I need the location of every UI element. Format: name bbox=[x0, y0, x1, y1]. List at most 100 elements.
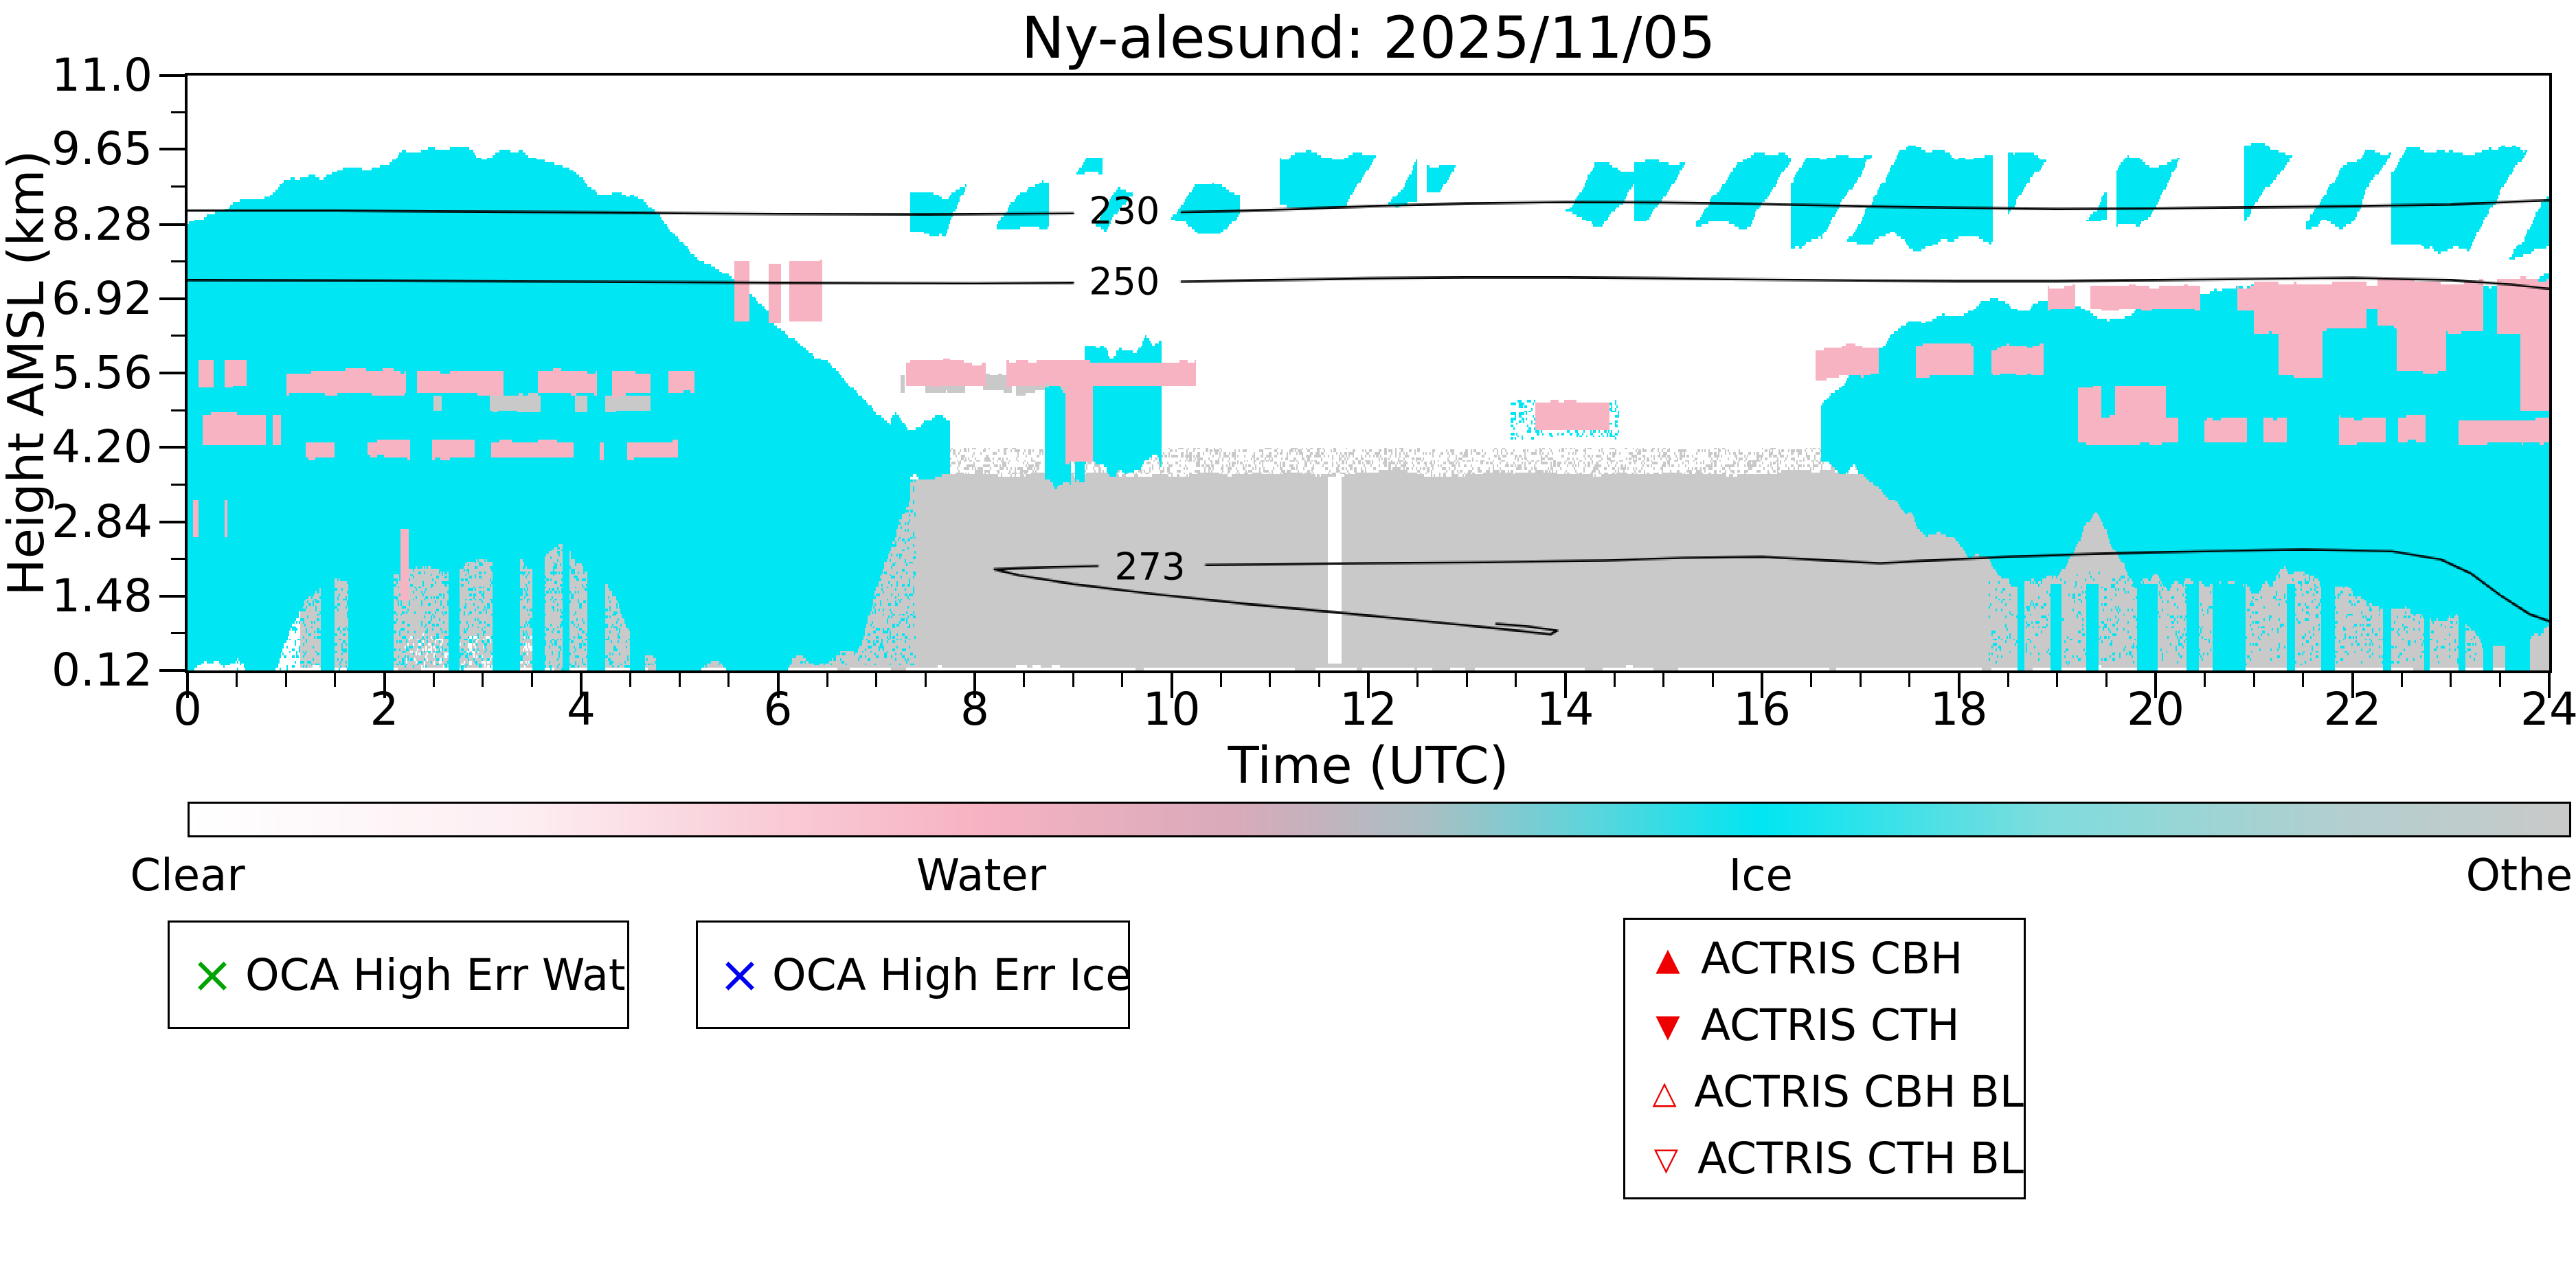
x-tick-label: 10 bbox=[1142, 683, 1201, 736]
x-tick-label: 8 bbox=[960, 683, 989, 736]
x-minor-tick bbox=[1613, 673, 1616, 687]
x-minor-tick bbox=[826, 673, 828, 687]
y-tick-label: 9.65 bbox=[52, 122, 152, 176]
legend-label: ACTRIS CTH BL bbox=[1697, 1133, 2024, 1184]
y-tick bbox=[159, 372, 185, 374]
plot-area: 230 250 273 bbox=[185, 73, 2552, 673]
triangle-marker-icon: ▲ bbox=[1656, 940, 1680, 978]
cloud-phase-field-canvas bbox=[188, 76, 2549, 670]
x-minor-tick bbox=[2302, 673, 2305, 687]
x-tick bbox=[1761, 673, 1763, 698]
x-minor-tick bbox=[482, 673, 484, 687]
contour-label: 250 bbox=[1089, 260, 1160, 304]
legend-item: ▽ ACTRIS CTH BL bbox=[1646, 1133, 2024, 1184]
x-tick bbox=[776, 673, 780, 698]
legend-actris: ▲ ACTRIS CBH ▼ ACTRIS CTH △ ACTRIS CBH BL ▽ ACT… bbox=[1623, 918, 2026, 1199]
x-tick-label: 14 bbox=[1536, 683, 1594, 736]
legend-item: × OCA High Err Wat bbox=[190, 949, 627, 1000]
x-minor-tick bbox=[1662, 673, 1665, 687]
x-minor-tick bbox=[1023, 673, 1026, 687]
legend-label: ACTRIS CTH bbox=[1701, 1000, 1960, 1050]
x-marker-icon: × bbox=[719, 945, 762, 1004]
colorbar-label: Other bbox=[2465, 850, 2576, 901]
triangle-marker-icon: ▼ bbox=[1656, 1006, 1680, 1044]
x-tick-label: 6 bbox=[763, 683, 793, 736]
colorbar-label: Water bbox=[916, 850, 1047, 901]
x-minor-tick bbox=[1908, 673, 1911, 687]
legend-oca-high-err-wat: × OCA High Err Wat bbox=[168, 920, 629, 1029]
x-minor-tick bbox=[1711, 673, 1714, 687]
x-minor-tick bbox=[924, 673, 927, 687]
x-tick bbox=[2351, 673, 2354, 698]
x-minor-tick bbox=[2400, 673, 2403, 687]
legend-label: ACTRIS CBH BL bbox=[1694, 1067, 2024, 1117]
y-tick-label: 2.84 bbox=[52, 495, 152, 548]
y-tick-label: 11.0 bbox=[52, 49, 152, 102]
y-tick-label: 0.12 bbox=[52, 644, 152, 697]
x-minor-tick bbox=[236, 673, 238, 687]
x-minor-tick bbox=[334, 673, 337, 687]
x-minor-tick bbox=[1072, 673, 1074, 687]
x-tick-label: 16 bbox=[1733, 683, 1791, 736]
x-minor-tick bbox=[1269, 673, 1272, 687]
x-minor-tick bbox=[1859, 673, 1862, 687]
x-minor-tick bbox=[2252, 673, 2255, 687]
x-minor-tick bbox=[875, 673, 878, 687]
x-tick-label: 20 bbox=[2127, 683, 2184, 736]
x-minor-tick bbox=[2056, 673, 2059, 687]
colorbar bbox=[188, 802, 2571, 837]
x-tick-label: 12 bbox=[1340, 683, 1397, 736]
legend-label: ACTRIS CBH bbox=[1701, 934, 1963, 984]
y-minor-tick bbox=[171, 185, 185, 188]
colorbar-label: Clear bbox=[130, 850, 245, 901]
x-tick bbox=[1170, 673, 1173, 698]
legend-item: ▲ ACTRIS CBH bbox=[1646, 934, 2024, 984]
x-tick bbox=[973, 673, 976, 698]
x-minor-tick bbox=[432, 673, 435, 687]
x-minor-tick bbox=[2007, 673, 2009, 687]
contour-label: 230 bbox=[1089, 189, 1160, 233]
triangle-marker-icon: ▽ bbox=[1653, 1140, 1679, 1177]
x-tick-label: 24 bbox=[2520, 683, 2576, 736]
x-minor-tick bbox=[1219, 673, 1222, 687]
x-tick bbox=[383, 673, 386, 698]
x-tick bbox=[186, 673, 189, 698]
legend-item: ▼ ACTRIS CTH bbox=[1646, 1000, 2024, 1050]
contour-label: 273 bbox=[1114, 545, 1186, 589]
x-tick-label: 4 bbox=[567, 683, 596, 736]
x-tick-label: 0 bbox=[173, 683, 202, 736]
x-minor-tick bbox=[2450, 673, 2452, 687]
x-tick bbox=[1957, 673, 1961, 698]
x-tick bbox=[1563, 673, 1567, 698]
y-tick bbox=[159, 520, 185, 523]
y-tick bbox=[159, 594, 185, 598]
legend-label: OCA High Err Ice bbox=[772, 949, 1133, 1000]
x-minor-tick bbox=[1465, 673, 1468, 687]
y-minor-tick bbox=[171, 558, 185, 561]
y-tick-label: 1.48 bbox=[52, 569, 152, 622]
y-tick bbox=[159, 446, 185, 449]
y-minor-tick bbox=[171, 632, 185, 635]
x-minor-tick bbox=[727, 673, 730, 687]
y-tick bbox=[159, 297, 185, 300]
legend-label: OCA High Err Wat bbox=[245, 949, 626, 1000]
x-minor-tick bbox=[1318, 673, 1320, 687]
legend-item: × OCA High Err Ice bbox=[719, 945, 1132, 1004]
y-tick bbox=[159, 74, 185, 77]
colorbar-label: Ice bbox=[1728, 850, 1793, 901]
x-minor-tick bbox=[530, 673, 533, 687]
legend-oca-high-err-ice: × OCA High Err Ice bbox=[696, 920, 1132, 1029]
x-minor-tick bbox=[1515, 673, 1517, 687]
chart-title: Ny-alesund: 2025/11/05 bbox=[1021, 4, 1716, 71]
x-minor-tick bbox=[629, 673, 632, 687]
x-tick bbox=[2154, 673, 2157, 698]
triangle-marker-icon: △ bbox=[1652, 1073, 1677, 1111]
x-tick-label: 18 bbox=[1930, 683, 1988, 736]
y-minor-tick bbox=[171, 409, 185, 411]
x-minor-tick bbox=[1810, 673, 1813, 687]
y-tick bbox=[159, 669, 185, 672]
y-tick bbox=[159, 148, 185, 151]
x-minor-tick bbox=[678, 673, 681, 687]
x-tick bbox=[1367, 673, 1370, 698]
